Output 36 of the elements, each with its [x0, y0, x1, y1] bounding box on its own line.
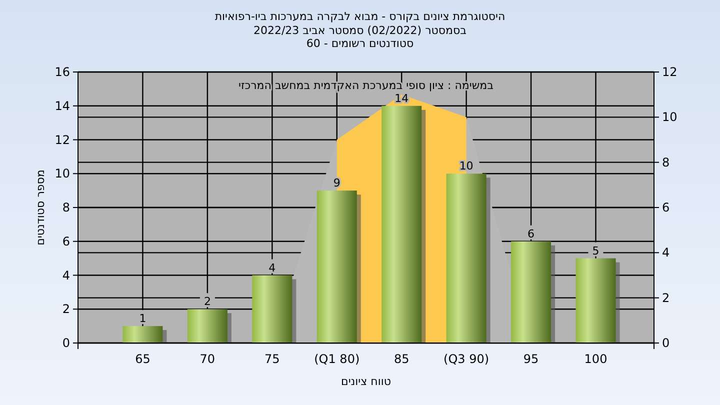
- chart-subtitle: בסמסטר (02/2022) סמסטר אביב 2022/23 סטודנטים רשומים - 60: [253, 24, 467, 50]
- data-label: 2: [204, 295, 211, 308]
- data-label: 10: [459, 160, 474, 173]
- y2-tick-label: 6: [662, 200, 670, 214]
- y-tick-label: 14: [54, 98, 70, 113]
- y2-tick-label: 0: [662, 336, 670, 350]
- y-tick-label: 12: [54, 132, 70, 147]
- y-tick-label: 10: [54, 166, 70, 181]
- y2-tick-label: 10: [662, 110, 678, 124]
- x-tick-label: 75: [264, 352, 280, 366]
- x-tick-label: 95: [523, 352, 539, 366]
- y-tick-label: 8: [62, 200, 70, 214]
- x-tick-label: 70: [200, 352, 216, 366]
- x-tick-label: 85: [394, 352, 410, 366]
- data-label: 4: [268, 261, 276, 274]
- data-label: 6: [528, 227, 535, 240]
- x-tick-label: 65: [135, 352, 150, 366]
- y-axis-title: מספר סטודנטים: [34, 170, 47, 246]
- data-label: 1: [139, 312, 146, 326]
- x-tick-label: (Q1 80): [314, 352, 360, 366]
- y-tick-label: 0: [62, 336, 70, 350]
- y-tick-label: 4: [62, 268, 70, 282]
- x-tick-label: 100: [584, 352, 608, 366]
- y-tick-label: 6: [62, 234, 70, 248]
- y2-tick-label: 4: [662, 246, 670, 260]
- y-tick-label: 2: [62, 302, 70, 316]
- y2-tick-label: 12: [662, 65, 678, 79]
- y2-tick-label: 8: [662, 155, 670, 170]
- chart-title: היסטוגרמת ציונים בקורס - מבוא לבקרה במערכות ביו-רפואיות: [214, 10, 506, 23]
- data-label: 14: [394, 92, 409, 105]
- x-tick-label: (Q3 90): [444, 352, 490, 366]
- x-axis-title: טווח ציונים: [341, 375, 391, 388]
- y-tick-label: 16: [54, 65, 70, 79]
- data-label: 5: [592, 244, 600, 258]
- y2-tick-label: 2: [662, 290, 670, 305]
- data-label: 9: [333, 176, 340, 190]
